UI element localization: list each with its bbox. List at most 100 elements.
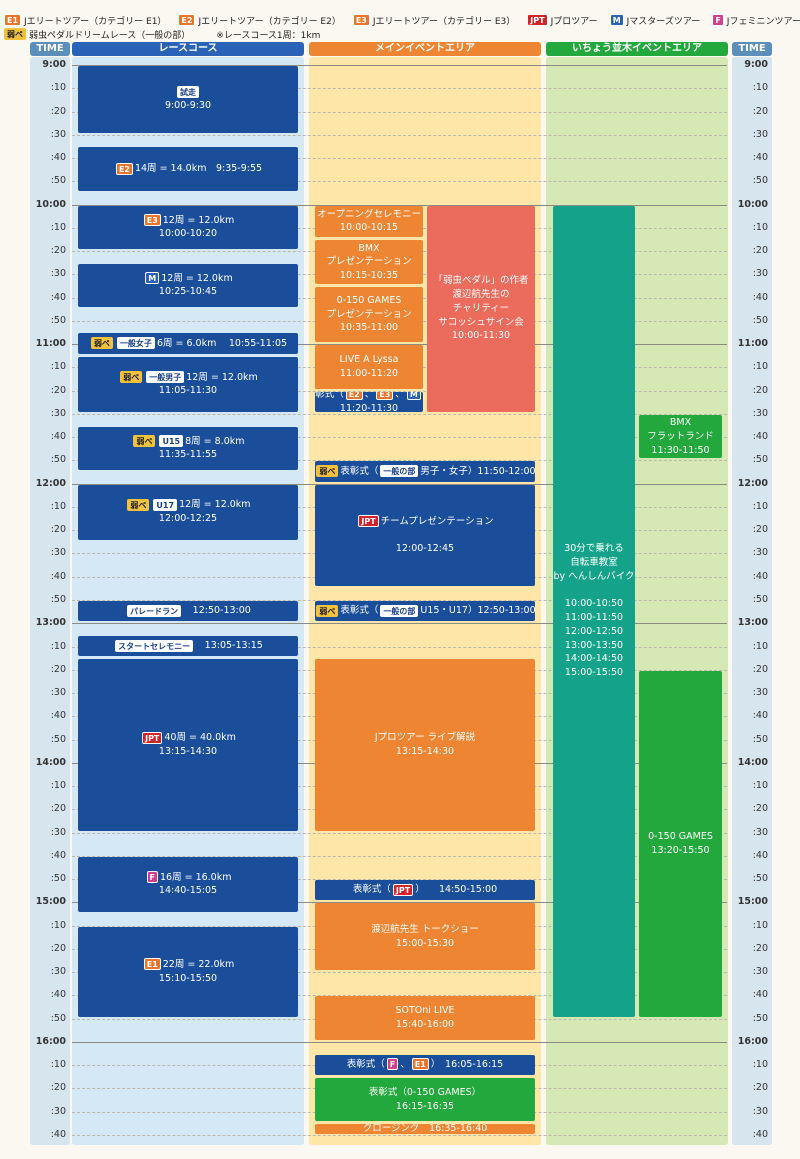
event-line [420,529,430,543]
time-tick-left: :30 [50,128,66,140]
grid-line [72,832,727,834]
time-tick-right: 13:00 [737,617,768,629]
event-line: BMX [358,242,379,256]
event-bmx_flat: BMX フラットランド 11:30-11:50 [639,414,722,459]
event-badge: M [406,391,421,401]
time-tick-right: :30 [752,407,768,419]
event-text: 8周 = 8.0km [185,435,245,447]
event-line: 10:25-10:45 [159,285,217,299]
legend-row-2-items: 弱ペ 弱虫ペダルドリームレース（一般の部） [4,28,196,41]
time-tick-right: 12:00 [737,477,768,489]
event-text: 12:50-13:00 [183,605,251,617]
event-text: BMX [358,242,380,254]
event-men: 弱ペ 一般男子 12周 = 12.0km 11:05-11:30 [78,356,298,412]
time-tick-right: :40 [752,291,768,303]
event-line: 「弱虫ペダル」の作者 [433,274,528,288]
time-header-right: TIME [732,42,772,56]
event-text: 12:00-12:50 [564,625,624,637]
event-text: 40周 = 40.0km [164,732,236,744]
legend-text: Jマスターズツアー [626,16,701,27]
event-text: 14:40-15:05 [158,885,218,897]
hour-line [72,65,727,66]
time-tick-left: :40 [50,431,66,443]
event-text [594,585,604,596]
time-tick-right: 14:00 [737,756,768,768]
event-line: by へんしんバイク [554,570,635,584]
legend-badge: 弱ペ [4,28,26,40]
legend-item: JPT Jプロツアー [527,14,598,27]
time-tick-left: 13:00 [35,617,66,629]
time-tick-left: :10 [50,82,66,94]
event-text: 男子・女子）11:50-12:00 [420,465,535,477]
event-line: 14:40-15:05 [159,884,217,898]
event-text: 「弱虫ペダル」の作者 [433,275,529,287]
event-text: 表彰式（ [315,391,344,400]
time-tick-left: :40 [50,152,66,164]
event-badge: E2 [345,391,363,401]
time-tick-left: :30 [50,547,66,559]
event-award_games: 表彰式（0-150 GAMES） 16:15-16:35 [315,1077,535,1122]
event-text: 22周 = 22.0km [162,958,235,970]
event-badge: 弱ペ [316,465,339,478]
time-tick-left: :40 [50,1128,66,1140]
event-text: チャリティー [452,302,510,314]
time-tick-right: :20 [752,1082,768,1094]
event-line: 30分で乗れる [564,542,624,556]
event-line: E3 12周 = 12.0km [142,214,234,228]
event-line: 11:05-11:30 [159,384,217,398]
event-award1: 表彰式（E2、E3、M）11:20-11:30 [315,391,423,412]
event-award2: 弱ペ 表彰式（ 一般の部 男子・女子）11:50-12:00 [315,461,535,482]
event-line: フラットランド [647,430,714,444]
legend-text: Jエリートツアー（カテゴリー E2） [198,16,341,27]
event-text: Jプロツアー ライブ解説 [374,732,476,744]
event-line: JPT 40周 = 40.0km [140,731,236,745]
event-line: 15:10-15:50 [159,972,217,986]
time-tick-left: 12:00 [35,477,66,489]
legend-badge: JPT [527,14,548,26]
event-text: 、 [400,1058,410,1070]
time-tick-right: :40 [752,849,768,861]
legend-text: Jプロツアー [550,16,598,27]
time-tick-right: :20 [752,384,768,396]
time-tick-left: :30 [50,826,66,838]
event-text: 渡辺航先生の [452,289,510,301]
event-line: 10:00-10:20 [159,227,217,241]
lap-note: ※レースコース1周：1km [216,30,321,41]
grid-line [72,158,727,160]
event-f: F 16周 = 16.0km 14:40-15:05 [78,856,298,912]
event-talk: 渡辺航先生 トークショー 15:00-15:30 [315,903,535,971]
event-live_comm: Jプロツアー ライブ解説 13:15-14:30 [315,659,535,831]
legend-badge: M [609,14,624,26]
event-text: クロージング 16:35-16:40 [362,1124,488,1135]
grid-line [72,437,727,439]
time-tick-right: :50 [752,593,768,605]
time-tick-left: :10 [50,780,66,792]
event-line: 12:00-12:25 [159,512,217,526]
event-badge: JPT [392,883,414,896]
event-text: 16周 = 16.0km [159,871,232,883]
grid-line [72,88,727,90]
event-line: 弱ペ U15 8周 = 8.0km [131,435,245,449]
event-line: スタートセレモニー 13:05-13:15 [113,639,263,653]
event-line: SOTOni LIVE [395,1004,454,1018]
event-badge: 一般女子 [116,337,155,350]
event-line: LIVE A Lyssa [340,353,399,367]
time-tick-right: :20 [752,524,768,536]
event-line: プレゼンテーション [326,308,411,322]
time-tick-left: :20 [50,803,66,815]
time-tick-left: :10 [50,221,66,233]
event-m: M 12周 = 12.0km 10:25-10:45 [78,263,298,308]
time-tick-right: :50 [752,454,768,466]
grid-line [72,1134,727,1136]
time-tick-left: 14:00 [35,756,66,768]
event-line: 10:00-10:50 [565,597,623,611]
event-text: プレゼンテーション [326,256,412,268]
legend-badge: E2 [178,14,196,26]
time-tick-left: :20 [50,105,66,117]
event-text: 10:15-10:35 [339,270,399,282]
time-tick-right: :20 [752,663,768,675]
event-games: 0-150 GAMES 13:20-15:50 [639,670,722,1017]
event-line: 弱ペ U17 12周 = 12.0km [125,498,251,512]
event-text: 10:00-10:50 [564,598,624,610]
event-badge: U17 [153,498,178,511]
